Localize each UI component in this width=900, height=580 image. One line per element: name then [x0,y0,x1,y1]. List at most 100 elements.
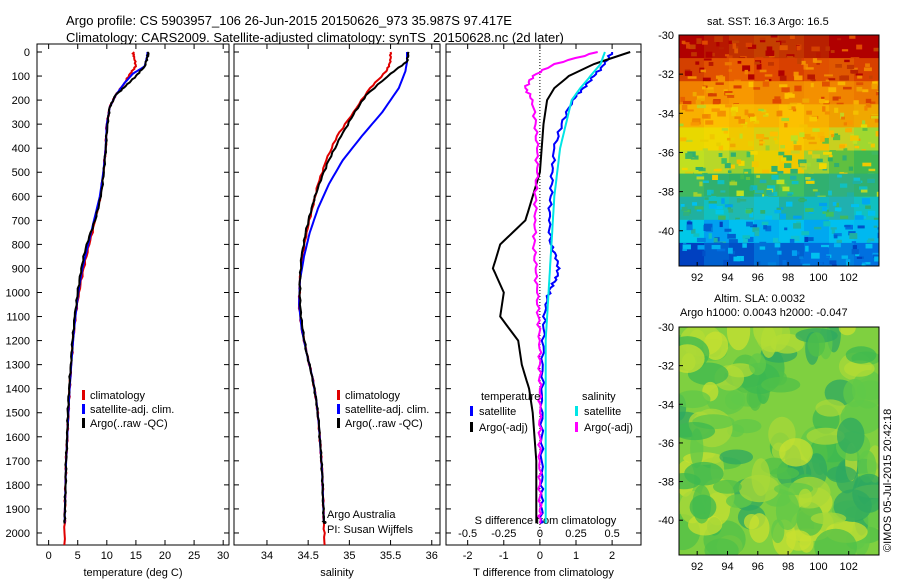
heatmap-cell [870,116,879,119]
heatmap-cell [843,122,847,126]
heatmap-cell [818,264,827,266]
heatmap-cell [725,363,755,378]
heatmap-cell [833,233,842,237]
heatmap-cell [843,86,852,90]
legend-swatch [470,422,473,432]
heatmap-cell [758,108,764,112]
heatmap-cell [810,512,847,525]
heatmap-cell [681,104,688,111]
heatmap-cell [736,198,741,203]
heatmap-cell [733,256,741,262]
y-tick-label: 1500 [6,408,30,420]
heatmap-cell [791,180,799,185]
y-tick-label: 200 [12,95,30,107]
heatmap-cell [753,120,760,124]
heatmap-cell [759,141,765,144]
heatmap-cell [680,137,687,142]
heatmap-cell [822,106,826,112]
heatmap-cell [845,346,877,364]
heatmap-cell [684,71,693,76]
heatmap-cell [852,140,858,144]
heatmap-cell [782,186,790,192]
heatmap-cell [789,238,795,243]
heatmap-cell [793,215,802,219]
heatmap-cell [682,248,687,251]
heatmap-cell [702,148,708,152]
heatmap-cell [764,74,773,77]
heatmap-cell [867,178,875,184]
heatmap-cell [848,166,854,171]
heatmap-cell [727,233,736,239]
legend-swatch [82,390,85,400]
heatmap-cell [836,239,842,246]
heatmap-cell [762,169,770,174]
heatmap-cell [797,58,802,64]
heatmap-cell [822,206,827,212]
credit-org: Argo Australia [327,509,396,521]
heatmap-cell [720,190,726,193]
map-y-tick-label: -38 [658,477,674,489]
heatmap-cell [864,105,868,111]
heatmap-cell [682,100,692,106]
heatmap-cell [788,262,793,266]
series-line [524,51,598,524]
heatmap-cell [704,538,739,555]
heatmap-cell [805,180,815,184]
heatmap-cell [837,38,842,41]
series-line [298,52,408,524]
heatmap-cell [702,114,709,118]
heatmap-cell [815,399,846,417]
heatmap-cell [872,81,878,86]
heatmap-cell [721,198,725,204]
x-tick-label: 34 [261,550,273,562]
heatmap-cell [708,201,717,204]
heatmap-cell [716,42,720,47]
heatmap-cell [808,151,813,155]
y-tick-label: 1800 [6,480,30,492]
secondary-x-tick-label: 0.25 [565,528,586,540]
heatmap-cell [679,422,716,441]
heatmap-cell [844,224,851,228]
y-tick-label: 600 [12,191,30,203]
series-line [63,51,137,546]
heatmap-cell [682,244,691,250]
heatmap-cell [864,262,871,265]
heatmap-cell [759,179,767,184]
heatmap-cell [705,51,713,58]
heatmap-cell [679,390,711,409]
heatmap-cell [714,206,723,210]
heatmap-cell [791,250,798,256]
heatmap-cell [696,237,706,243]
x-axis-label: salinity [320,567,354,579]
heatmap-cell [779,173,805,198]
heatmap-cell [787,104,792,110]
y-tick-label: 300 [12,119,30,131]
y-tick-label: 100 [12,71,30,83]
heatmap-cell [808,141,817,145]
heatmap-cell [855,211,862,216]
legend-swatch [470,406,473,416]
heatmap-cell [691,228,696,234]
heatmap-cell [799,256,804,260]
legend-entry: satellite [479,406,516,418]
heatmap-cell [738,474,780,503]
heatmap-cell [863,67,872,72]
heatmap-cell [728,247,733,254]
heatmap-cell [715,75,720,79]
heatmap-cell [807,74,815,80]
heatmap-cell [712,479,742,494]
heatmap-cell [835,64,842,68]
heatmap-cell [704,127,730,151]
heatmap-cell [707,93,717,97]
heatmap-cell [689,494,717,520]
heatmap-cell [840,215,849,219]
heatmap-cell [746,151,751,158]
heatmap-cell [764,79,769,83]
temperature-panel: 0 5 10 15 20 25 300100200300400500600700800900… [6,43,230,579]
heatmap-cell [799,132,805,138]
heatmap-cell [779,45,788,51]
heatmap-cell [686,43,691,49]
difference-panel: -2 -1 0 1 2 T difference from climatology -0.5… [445,43,642,579]
heatmap-cell [771,165,778,172]
series-line [298,51,410,525]
